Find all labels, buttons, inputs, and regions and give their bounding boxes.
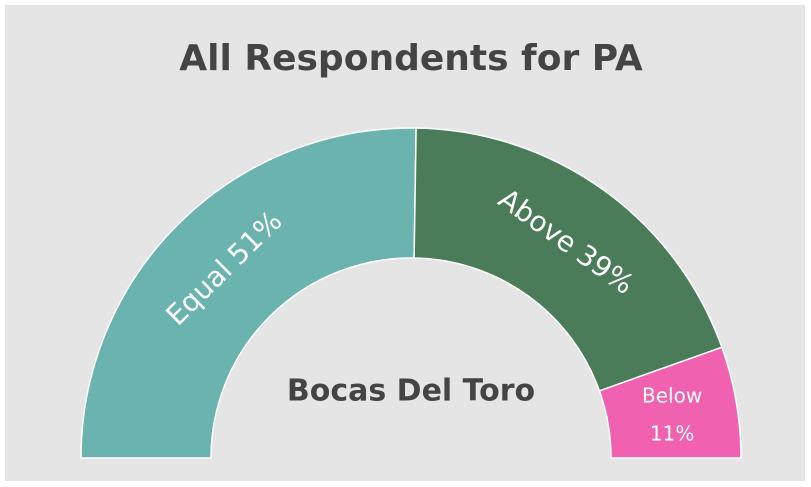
gauge-segment: [80, 127, 417, 459]
chart-title: All Respondents for PA: [179, 38, 643, 79]
gauge-segment: [413, 127, 723, 392]
gauge-segment: [598, 346, 742, 459]
center-label: Bocas Del Toro: [287, 374, 535, 409]
segment-value: 11%: [650, 421, 694, 445]
segment-category: Below: [642, 383, 702, 407]
